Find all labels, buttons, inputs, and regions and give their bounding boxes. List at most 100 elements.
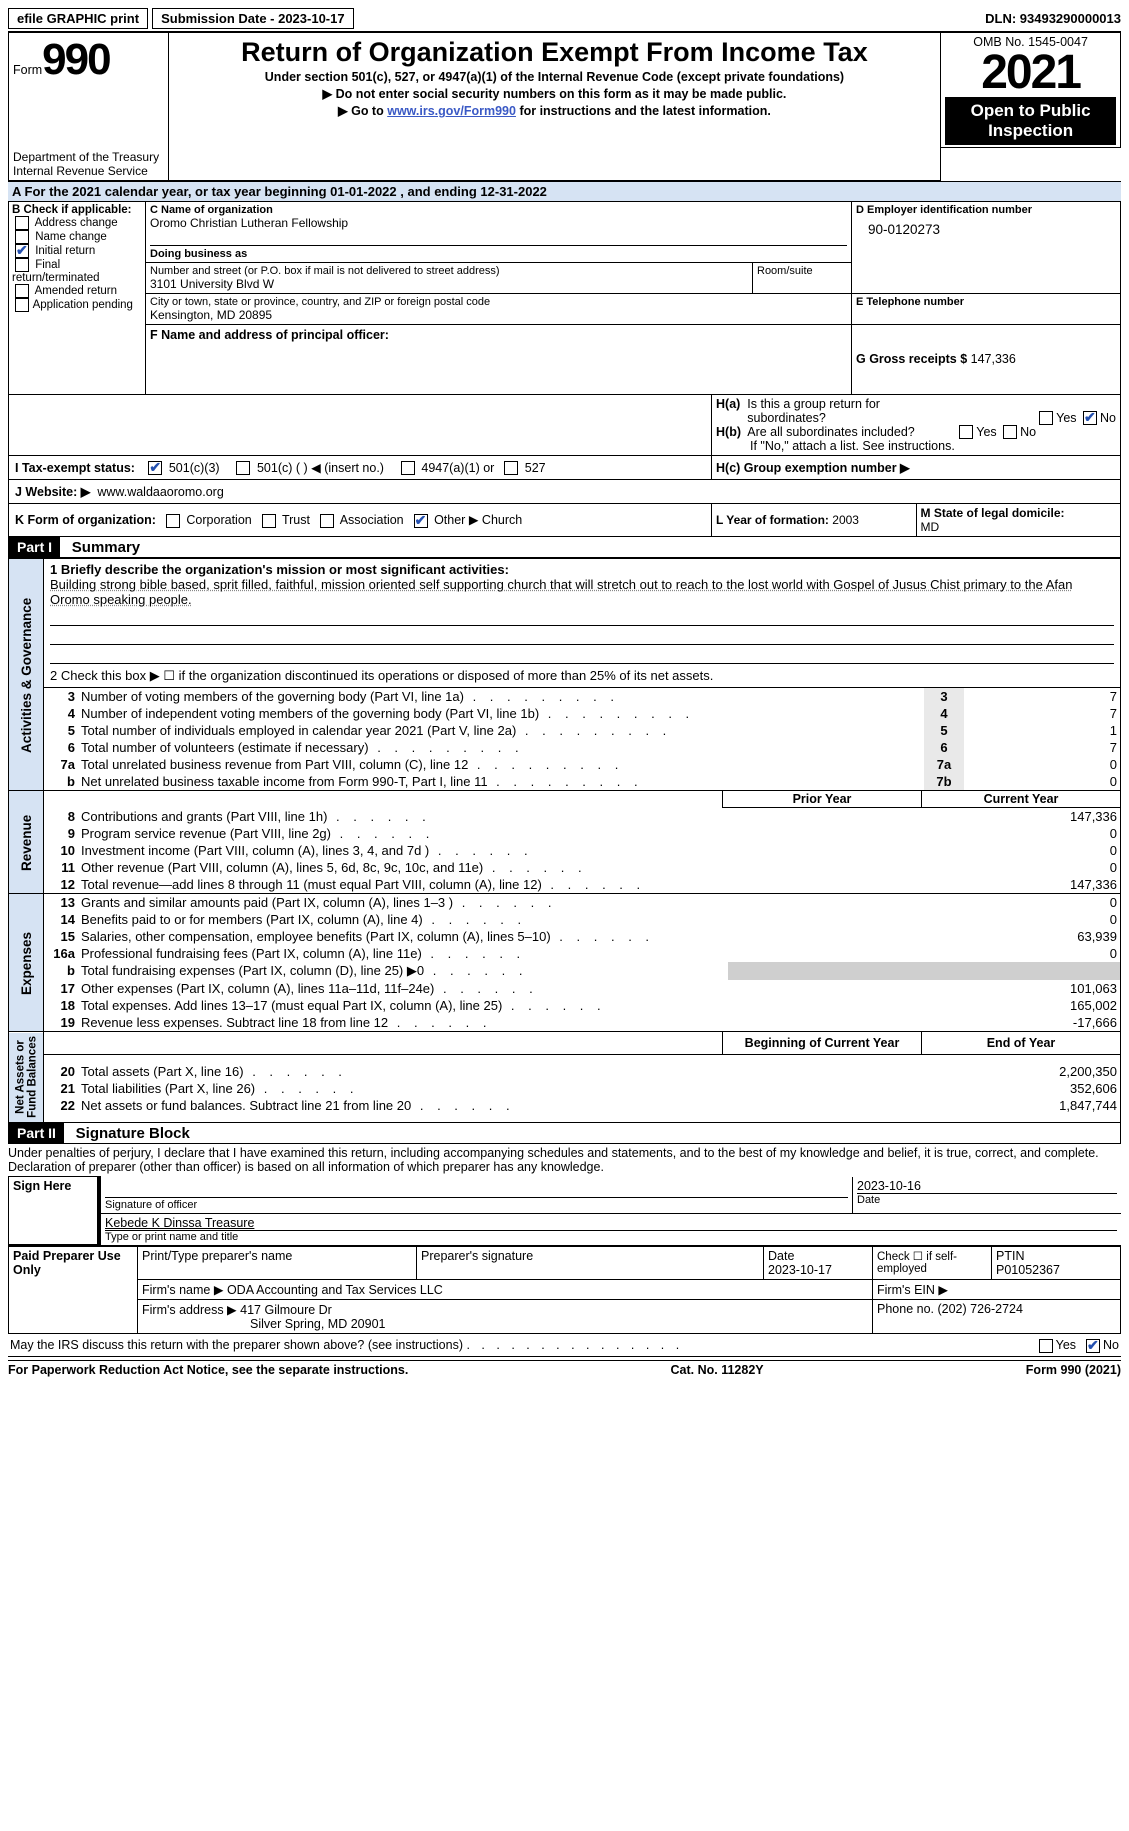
summary-row: 21 Total liabilities (Part X, line 26) .… [44, 1080, 1120, 1097]
prep-date: 2023-10-17 [768, 1263, 832, 1277]
cb-trust[interactable] [262, 514, 276, 528]
opt-527: 527 [525, 461, 546, 475]
i-label: I Tax-exempt status: [15, 461, 135, 475]
vlabel-netassets: Net Assets or Fund Balances [9, 1032, 44, 1123]
current-year-hdr: Current Year [922, 791, 1121, 808]
k-assoc: Association [340, 513, 404, 527]
g-label: G Gross receipts $ [856, 352, 967, 366]
website[interactable]: www.waldaaoromo.org [97, 485, 223, 499]
paid-preparer-label: Paid Preparer Use Only [9, 1246, 138, 1334]
cb-final-return[interactable] [15, 258, 29, 272]
cb-hb-yes[interactable] [959, 425, 973, 439]
boy-hdr: Beginning of Current Year [723, 1032, 922, 1054]
officer-date: 2023-10-16 [857, 1179, 1117, 1193]
cb-discuss-no[interactable] [1086, 1339, 1100, 1353]
summary-row: 15 Salaries, other compensation, employe… [44, 928, 1120, 945]
firm-addr2: Silver Spring, MD 20901 [142, 1317, 385, 1331]
summary-row: 17 Other expenses (Part IX, column (A), … [44, 980, 1120, 997]
summary-row: b Total fundraising expenses (Part IX, c… [44, 962, 1120, 980]
summary-row: 7a Total unrelated business revenue from… [44, 756, 1120, 773]
sign-here-label: Sign Here [9, 1177, 100, 1245]
summary-row: 4 Number of independent voting members o… [44, 705, 1120, 722]
cb-501c3[interactable] [148, 461, 162, 475]
prep-name-label: Print/Type preparer's name [138, 1246, 417, 1280]
check-self-emp: Check ☐ if self-employed [873, 1246, 992, 1280]
dept-treasury: Department of the Treasury [13, 150, 164, 164]
summary-row: 11 Other revenue (Part VIII, column (A),… [44, 859, 1120, 876]
cb-app-pending[interactable] [15, 298, 29, 312]
cb-amended[interactable] [15, 284, 29, 298]
form-header: Form990 Return of Organization Exempt Fr… [8, 31, 1121, 181]
b-item-4: Amended return [35, 285, 117, 297]
cb-4947[interactable] [401, 461, 415, 475]
l-val: 2003 [832, 513, 859, 527]
phone-label: Phone no. [877, 1302, 934, 1316]
q2-text: 2 Check this box ▶ ☐ if the organization… [50, 668, 1114, 684]
cb-501c[interactable] [236, 461, 250, 475]
discuss-text: May the IRS discuss this return with the… [10, 1338, 463, 1352]
rev-rows: 8 Contributions and grants (Part VIII, l… [44, 808, 1120, 893]
na-rows: 20 Total assets (Part X, line 16) . . . … [44, 1063, 1120, 1114]
footer-right: Form 990 (2021) [1026, 1363, 1121, 1377]
part1-title: Summary [72, 539, 140, 556]
firm-addr1: 417 Gilmoure Dr [240, 1303, 332, 1317]
city-label: City or town, state or province, country… [150, 296, 847, 308]
firm-name-label: Firm's name ▶ [142, 1283, 223, 1297]
footer-mid: Cat. No. 11282Y [671, 1363, 764, 1377]
hb-label: H(b) [716, 425, 741, 439]
k-other: Other ▶ [434, 513, 478, 527]
dept-irs: Internal Revenue Service [13, 164, 164, 178]
summary-row: 13 Grants and similar amounts paid (Part… [44, 894, 1120, 911]
b-item-5: Application pending [33, 299, 133, 311]
sig-officer-label: Signature of officer [105, 1199, 848, 1211]
cb-corp[interactable] [166, 514, 180, 528]
top-bar: efile GRAPHIC print Submission Date - 20… [8, 8, 1121, 29]
cb-hb-no[interactable] [1003, 425, 1017, 439]
summary-row: 6 Total number of volunteers (estimate i… [44, 739, 1120, 756]
dln-label: DLN: 93493290000013 [985, 11, 1121, 26]
k-trust: Trust [282, 513, 310, 527]
street-address: 3101 University Blvd W [150, 277, 748, 291]
d-label: D Employer identification number [856, 204, 1116, 216]
summary-row: 14 Benefits paid to or for members (Part… [44, 911, 1120, 928]
e-label: E Telephone number [856, 296, 1116, 308]
cb-address-change[interactable] [15, 216, 29, 230]
ssn-warning: ▶ Do not enter social security numbers o… [173, 86, 936, 101]
hb-no: No [1020, 425, 1036, 439]
goto-a: ▶ Go to [338, 104, 387, 118]
cb-ha-yes[interactable] [1039, 411, 1053, 425]
cb-assoc[interactable] [320, 514, 334, 528]
cb-discuss-yes[interactable] [1039, 1339, 1053, 1353]
k-other-val: Church [482, 513, 522, 527]
irs-link[interactable]: www.irs.gov/Form990 [387, 104, 516, 118]
ha-label: H(a) [716, 397, 740, 411]
ptin-label: PTIN [996, 1249, 1024, 1263]
efile-box[interactable]: efile GRAPHIC print [8, 8, 148, 29]
firm-name: ODA Accounting and Tax Services LLC [227, 1283, 443, 1297]
cb-other[interactable] [414, 514, 428, 528]
b-label: B Check if applicable: [12, 204, 132, 216]
k-corp: Corporation [186, 513, 251, 527]
part1-header: Part I [9, 537, 60, 557]
type-name-label: Type or print name and title [105, 1230, 1117, 1243]
discuss-no: No [1103, 1338, 1119, 1352]
identification-block: B Check if applicable: Address change Na… [8, 201, 1121, 395]
submission-date-box: Submission Date - 2023-10-17 [152, 8, 354, 29]
addr-label: Number and street (or P.O. box if mail i… [150, 265, 748, 277]
cb-initial-return[interactable] [15, 244, 29, 258]
date-label: Date [768, 1249, 794, 1263]
vlabel-revenue: Revenue [9, 791, 44, 894]
summary-row: 19 Revenue less expenses. Subtract line … [44, 1014, 1120, 1031]
part2-title: Signature Block [76, 1125, 190, 1142]
cb-ha-no[interactable] [1083, 411, 1097, 425]
discuss-line: May the IRS discuss this return with the… [8, 1334, 1121, 1357]
cb-527[interactable] [504, 461, 518, 475]
m-val: MD [921, 520, 940, 534]
section-line: Under section 501(c), 527, or 4947(a)(1)… [173, 70, 936, 84]
goto-line: ▶ Go to www.irs.gov/Form990 for instruct… [173, 103, 936, 118]
prep-sig-label: Preparer's signature [417, 1246, 764, 1280]
part2-header: Part II [9, 1123, 64, 1143]
m-label: M State of legal domicile: [921, 506, 1065, 520]
summary-row: 10 Investment income (Part VIII, column … [44, 842, 1120, 859]
ein-value: 90-0120273 [856, 216, 1116, 237]
